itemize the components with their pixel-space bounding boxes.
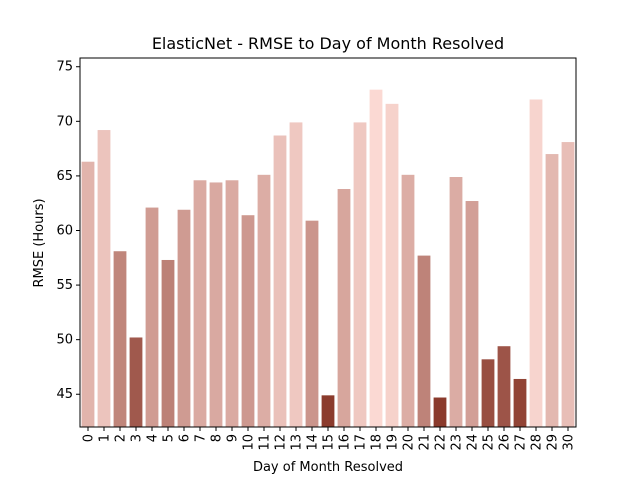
bar-26 <box>497 346 511 427</box>
x-tick-label: 21 <box>418 434 433 451</box>
bar-6 <box>177 209 191 427</box>
bar-8 <box>209 182 223 427</box>
x-tick-label: 20 <box>402 434 417 451</box>
bars-group <box>81 89 575 428</box>
chart-title: ElasticNet - RMSE to Day of Month Resolv… <box>152 34 504 53</box>
x-tick-label: 13 <box>290 434 305 451</box>
x-tick-label: 24 <box>466 434 481 451</box>
bar-5 <box>161 259 175 427</box>
x-tick-label: 2 <box>114 434 129 442</box>
bar-12 <box>273 135 287 427</box>
x-tick-label: 10 <box>242 434 257 451</box>
x-tick-label: 7 <box>194 434 209 442</box>
bar-29 <box>545 154 559 427</box>
bar-4 <box>145 207 159 427</box>
bar-28 <box>529 99 543 428</box>
bar-3 <box>129 337 143 427</box>
y-tick-label: 60 <box>56 223 73 238</box>
bar-20 <box>401 174 415 427</box>
x-tick-label: 23 <box>450 434 465 451</box>
y-tick-label: 50 <box>56 333 73 348</box>
x-tick-label: 5 <box>162 434 177 442</box>
x-tick-label: 19 <box>386 434 401 451</box>
x-tick-label: 25 <box>482 434 497 451</box>
x-tick-label: 27 <box>514 434 529 451</box>
bar-22 <box>433 397 447 427</box>
x-tick-label: 11 <box>258 434 273 451</box>
bar-13 <box>289 122 303 427</box>
bar-23 <box>449 177 463 427</box>
bar-19 <box>385 103 399 427</box>
x-tick-label: 4 <box>146 434 161 442</box>
bar-15 <box>321 395 335 427</box>
y-tick-label: 55 <box>56 278 73 293</box>
bar-16 <box>337 189 351 427</box>
bar-24 <box>465 201 479 427</box>
bar-14 <box>305 220 319 427</box>
x-tick-label: 6 <box>178 434 193 442</box>
x-tick-label: 14 <box>306 434 321 451</box>
x-tick-label: 15 <box>322 434 337 451</box>
x-axis-label: Day of Month Resolved <box>253 460 403 475</box>
x-tick-label: 12 <box>274 434 289 451</box>
bar-21 <box>417 255 431 427</box>
bar-2 <box>113 251 127 427</box>
x-tick-label: 22 <box>434 434 449 451</box>
bar-7 <box>193 180 207 427</box>
bar-18 <box>369 89 383 427</box>
bar-25 <box>481 359 495 427</box>
x-tick-label: 28 <box>530 434 545 451</box>
bar-27 <box>513 378 527 427</box>
y-tick-label: 45 <box>56 387 73 402</box>
x-tick-label: 18 <box>370 434 385 451</box>
x-tick-label: 26 <box>498 434 513 451</box>
x-tick-label: 9 <box>226 434 241 442</box>
bar-30 <box>561 142 575 427</box>
y-tick-label: 65 <box>56 169 73 184</box>
y-tick-label: 70 <box>56 114 73 129</box>
bar-1 <box>97 130 111 428</box>
x-tick-label: 16 <box>338 434 353 451</box>
x-tick-label: 0 <box>82 434 97 442</box>
x-tick-label: 8 <box>210 434 225 442</box>
bar-17 <box>353 122 367 427</box>
x-tick-label: 1 <box>98 434 113 442</box>
y-tick-label: 75 <box>56 60 73 75</box>
x-tick-label: 30 <box>562 434 577 451</box>
x-tick-label: 3 <box>130 434 145 442</box>
y-axis-label: RMSE (Hours) <box>32 198 47 287</box>
bar-0 <box>81 161 95 427</box>
x-tick-label: 17 <box>354 434 369 451</box>
x-tick-label: 29 <box>546 434 561 451</box>
bar-11 <box>257 174 271 427</box>
bar-10 <box>241 215 255 427</box>
bar-9 <box>225 180 239 427</box>
